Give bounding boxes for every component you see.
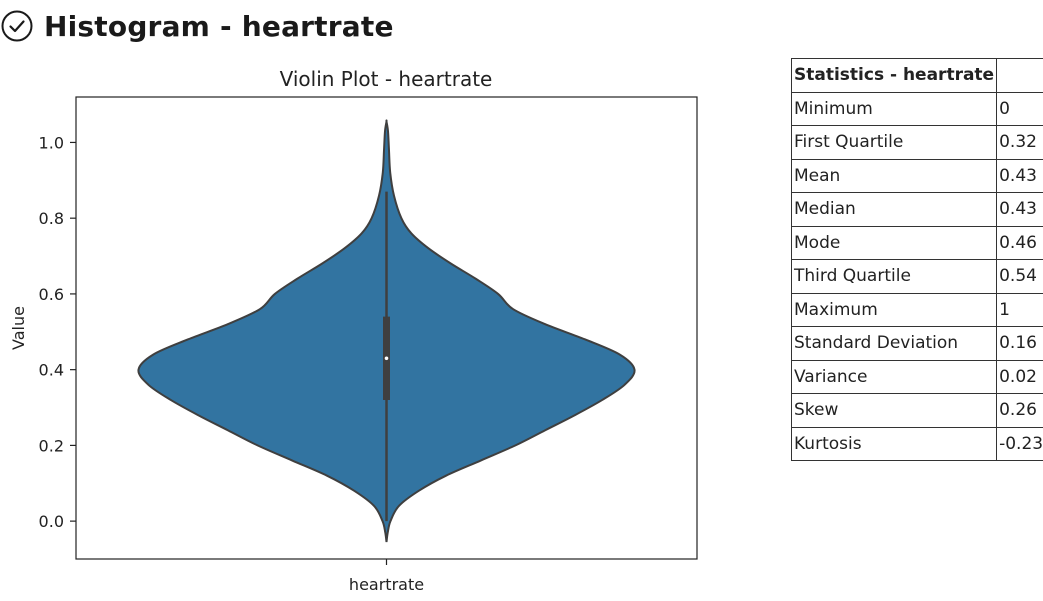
stat-label: Standard Deviation (790, 326, 998, 361)
table-row: First Quartile 0.32 (790, 125, 1043, 160)
stat-label: Third Quartile (790, 259, 998, 294)
stat-value: 0.02 (996, 359, 1043, 394)
y-tick-label: 0.2 (39, 436, 64, 455)
table-row: Median 0.43 (790, 192, 1043, 227)
stat-label: Variance (790, 359, 998, 394)
x-axis: heartrate (349, 559, 424, 594)
statistics-table-header: Statistics - heartrate (790, 58, 1043, 93)
table-row: Mean 0.43 (790, 158, 1043, 193)
stat-value: 0.32 (996, 125, 1043, 160)
y-tick-label: 0.0 (39, 512, 64, 531)
table-row: Minimum 0 (790, 91, 1043, 126)
stat-value: 0.26 (996, 393, 1043, 428)
check-circle-icon (1, 10, 33, 42)
stat-value: 0.43 (996, 192, 1043, 227)
stat-label: Maximum (790, 292, 998, 327)
y-axis: 0.0 0.2 0.4 0.6 0.8 1.0 (39, 133, 76, 531)
table-row: Mode 0.46 (790, 225, 1043, 260)
chart-title: Violin Plot - heartrate (280, 67, 493, 91)
y-axis-label: Value (9, 306, 28, 350)
table-row: Maximum 1 (790, 292, 1043, 327)
stat-label: Kurtosis (790, 426, 998, 461)
table-row: Skew 0.26 (790, 393, 1043, 428)
statistics-table-header-blank (996, 58, 1043, 93)
table-row: Variance 0.02 (790, 359, 1043, 394)
stat-label: Skew (790, 393, 998, 428)
page-title: Histogram - heartrate (44, 9, 394, 43)
statistics-table-body: Minimum 0 First Quartile 0.32 Mean 0.43 Median… (790, 91, 1043, 461)
y-tick-label: 0.4 (39, 361, 64, 380)
stat-value: 0.54 (996, 259, 1043, 294)
page-header: Histogram - heartrate (0, 6, 394, 46)
table-row: Third Quartile 0.54 (790, 259, 1043, 294)
statistics-table-title: Statistics - heartrate (790, 58, 998, 93)
plot-area (75, 96, 698, 560)
stat-value: 0 (996, 91, 1043, 126)
table-row: Standard Deviation 0.16 (790, 326, 1043, 361)
violin-plot-chart: Violin Plot - heartrate 0.0 0.2 0.4 0.6 0.8 1… (9, 67, 698, 594)
stat-value: 1 (996, 292, 1043, 327)
median-marker (384, 356, 389, 361)
stat-value: 0.46 (996, 225, 1043, 260)
stat-label: Mean (790, 158, 998, 193)
stat-label: Mode (790, 225, 998, 260)
stat-value: 0.43 (996, 158, 1043, 193)
statistics-table: Statistics - heartrate Minimum 0 First Qua… (790, 58, 1043, 461)
table-row: Kurtosis -0.23 (790, 426, 1043, 461)
y-tick-label: 0.6 (39, 285, 64, 304)
stat-label: First Quartile (790, 125, 998, 160)
stat-value: 0.16 (996, 326, 1043, 361)
stat-value: -0.23 (996, 426, 1043, 461)
stat-label: Minimum (790, 91, 998, 126)
y-tick-label: 1.0 (39, 133, 64, 152)
x-tick-label: heartrate (349, 575, 424, 594)
stat-label: Median (790, 192, 998, 227)
y-tick-label: 0.8 (39, 209, 64, 228)
